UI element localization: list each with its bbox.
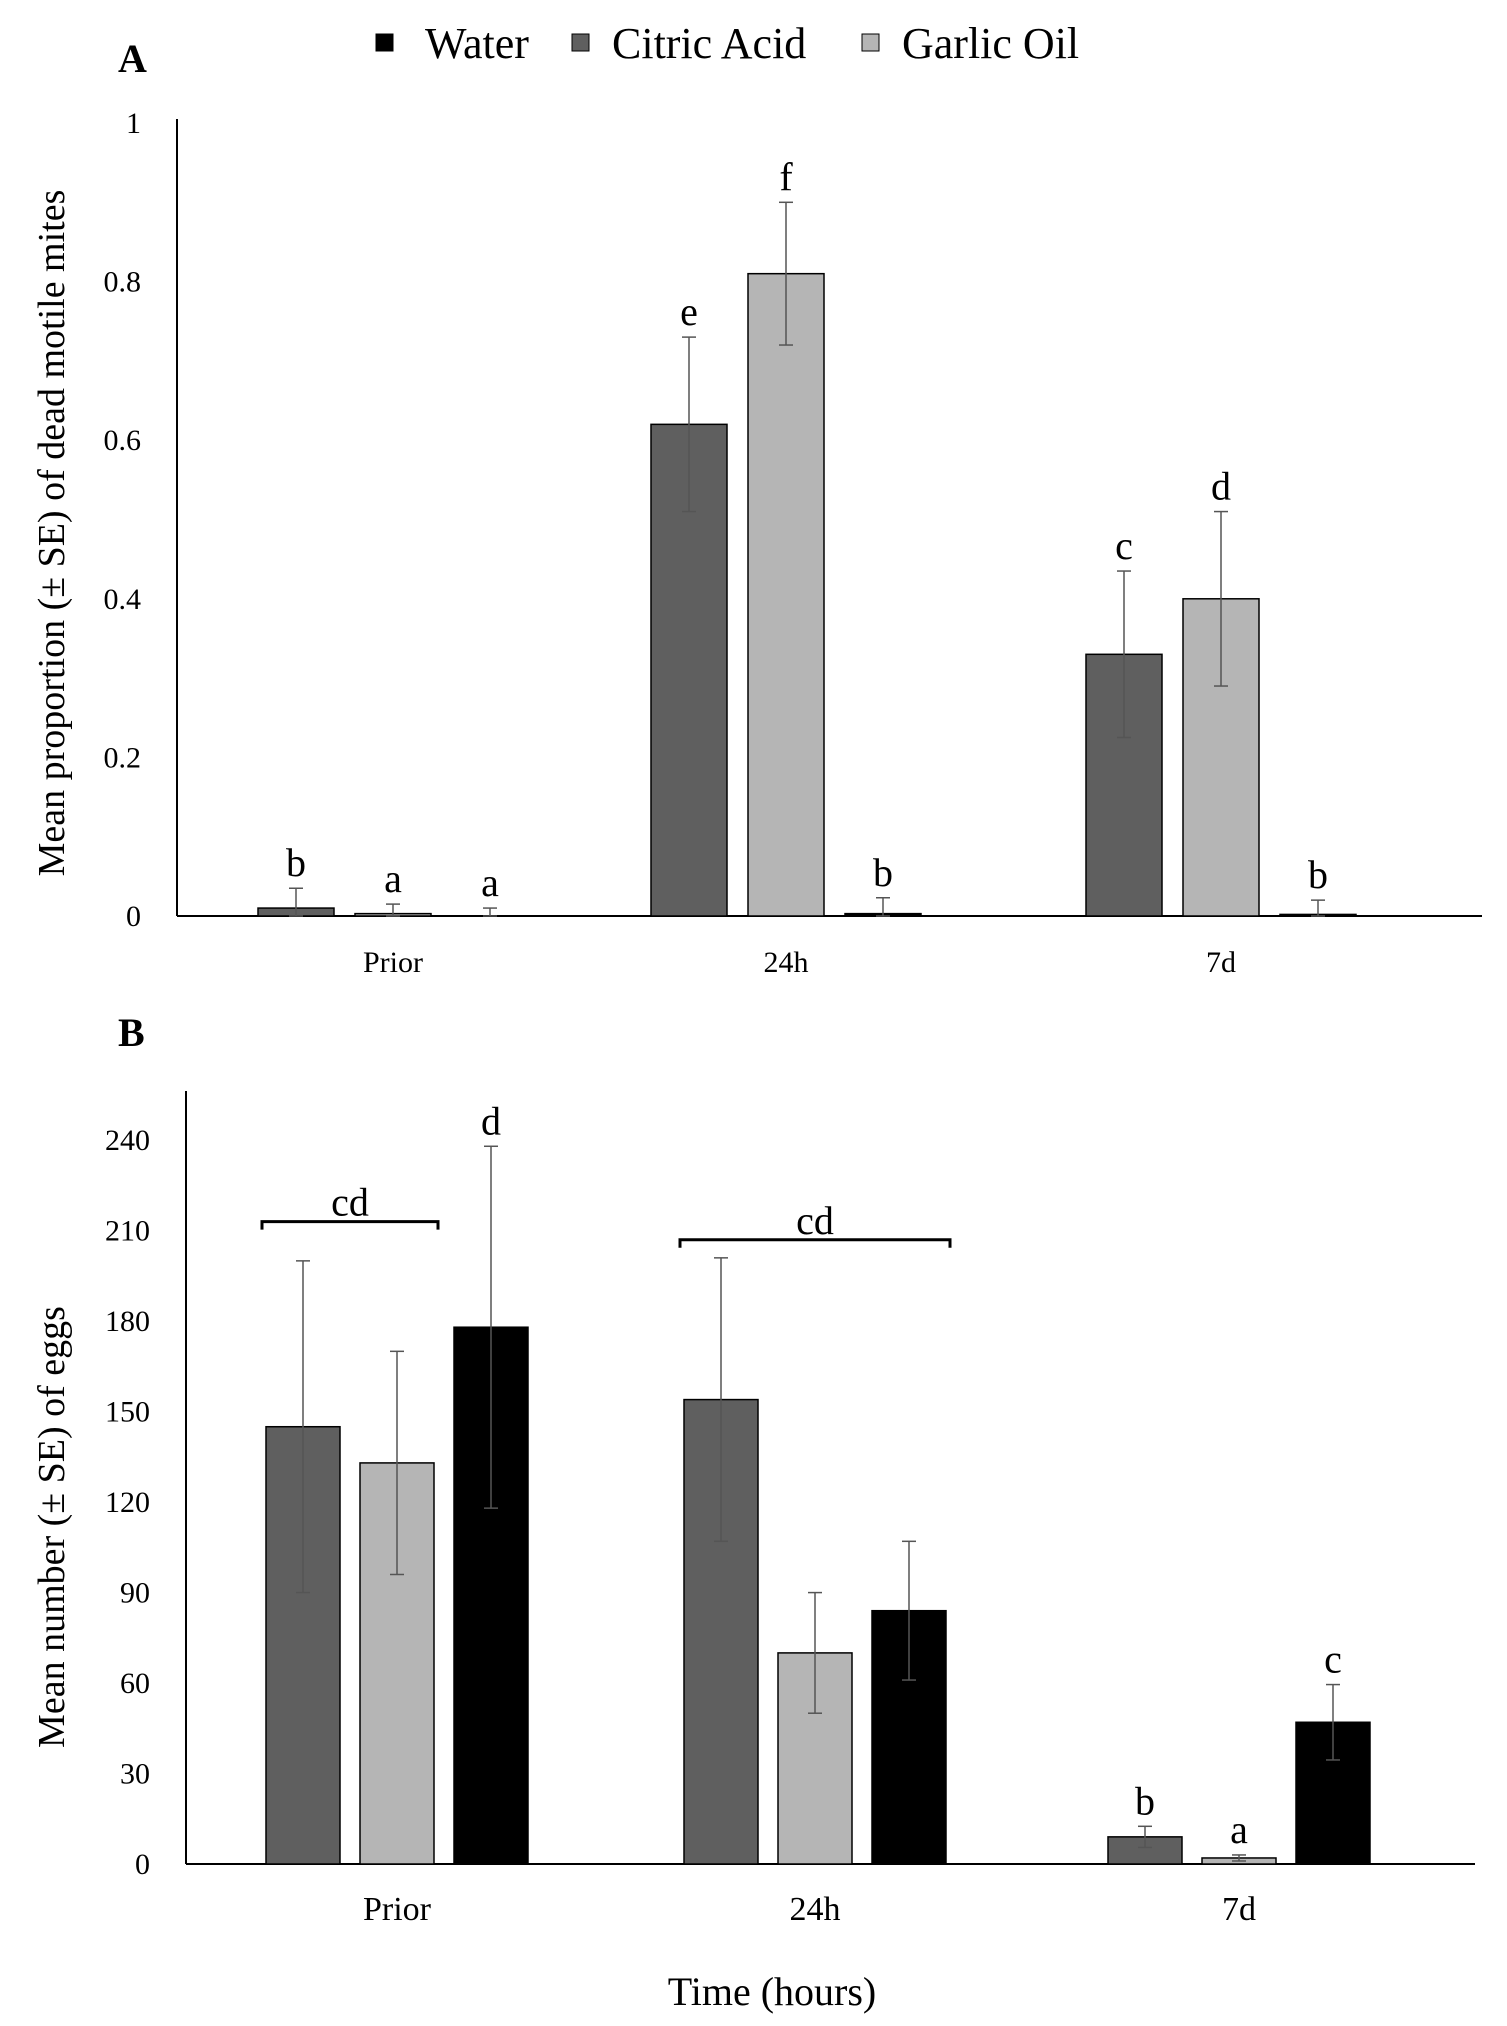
panel-a-y-tick-label: 0.6 (104, 424, 142, 457)
panel-b-bracket-letter: cd (796, 1198, 834, 1243)
panel-b-significance-letter: a (1230, 1807, 1248, 1852)
panel-b-group-bracket (260, 1220, 440, 1230)
legend-label-garlic-oil: Garlic Oil (902, 19, 1079, 68)
legend-label-citric-acid: Citric Acid (612, 19, 806, 68)
legend: Water Citric Acid Garlic Oil (375, 19, 1079, 68)
panel-b-significance-letter: c (1324, 1637, 1342, 1682)
panel-b-y-tick-label: 150 (105, 1396, 150, 1429)
panel-a-label: A (118, 36, 147, 81)
panel-b-y-tick-label: 210 (105, 1215, 150, 1248)
panel-a-significance-letter: a (481, 860, 499, 905)
panel-a-y-axis-title: Mean proportion (± SE) of dead motile mi… (31, 190, 73, 877)
panel-b-plot: 0 30 60 90 120 150 180 210 240 Prior 24h 7d b a d c cd cd (105, 1091, 1475, 1928)
panel-a-y-tick-label: 0 (126, 900, 141, 933)
legend-label-water: Water (425, 19, 529, 68)
panel-a-significance-letter: b (286, 840, 306, 885)
panel-b-bar-water (1295, 1721, 1371, 1865)
panel-a-y-tick-label: 0.8 (104, 266, 142, 299)
panel-a-significance-letter: e (680, 289, 698, 334)
panel-b-group-bracket (678, 1238, 952, 1248)
panel-a-significance-letter: d (1211, 464, 1231, 509)
panel-b-bracket-letter: cd (331, 1180, 369, 1225)
panel-b-label: B (118, 1010, 145, 1055)
panel-b-significance-letter: d (481, 1098, 501, 1143)
panel-a-significance-letter: b (873, 850, 893, 895)
panel-b-y-axis-title: Mean number (± SE) of eggs (31, 1306, 73, 1748)
panel-b-y-tick-label: 120 (105, 1486, 150, 1519)
panel-a-y-tick-label: 0.2 (104, 741, 142, 774)
legend-swatch-water (375, 33, 394, 52)
legend-swatch-garlic-oil (861, 33, 880, 52)
x-axis-title: Time (hours) (668, 1969, 877, 2014)
panel-a-y-tick-label: 1 (126, 107, 141, 140)
panel-a-plot: 0 0.2 0.4 0.6 0.8 1 Prior 24h 7d b e c a f d a b b (104, 107, 1482, 979)
panel-a: A Mean proportion (± SE) of dead motile … (31, 36, 1482, 979)
panel-a-significance-letter: c (1115, 523, 1133, 568)
legend-swatch-citric-acid (571, 33, 590, 52)
panel-b-y-tick-label: 30 (120, 1758, 150, 1791)
panel-b: B Mean number (± SE) of eggs 0 30 60 90 120 1… (31, 1010, 1475, 1928)
panel-b-y-tick-label: 60 (120, 1667, 150, 1700)
panel-a-x-tick-label: 7d (1206, 946, 1236, 979)
panel-a-significance-letter: f (779, 154, 793, 199)
panel-b-y-tick-label: 240 (105, 1124, 150, 1157)
panel-b-y-tick-label: 90 (120, 1577, 150, 1610)
panel-b-x-tick-label: 7d (1222, 1891, 1256, 1928)
panel-b-y-tick-label: 180 (105, 1305, 150, 1338)
panel-a-bar-garlic-oil (747, 272, 825, 917)
panel-a-x-tick-label: 24h (764, 946, 809, 979)
panel-b-x-tick-label: 24h (790, 1891, 841, 1928)
panel-a-significance-letter: b (1308, 852, 1328, 897)
panel-b-y-tick-label: 0 (135, 1848, 150, 1881)
panel-a-significance-letter: a (384, 856, 402, 901)
panel-a-x-tick-label: Prior (363, 946, 423, 979)
panel-a-y-tick-label: 0.4 (104, 583, 142, 616)
panel-b-significance-letter: b (1135, 1778, 1155, 1823)
panel-b-x-tick-label: Prior (363, 1891, 432, 1928)
